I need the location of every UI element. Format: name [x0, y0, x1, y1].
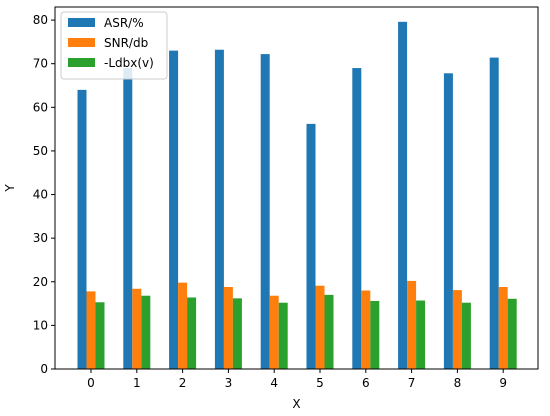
bar-3-6 — [370, 300, 380, 369]
y-axis-title: Y — [3, 184, 17, 193]
x-tick-label: 5 — [316, 376, 324, 390]
bar-3-4 — [278, 302, 288, 369]
bar-1-1 — [123, 68, 133, 369]
legend-label-3: -Ldbx(v) — [104, 56, 154, 70]
bar-2-6 — [361, 290, 371, 369]
bars-layer — [77, 21, 517, 370]
y-tick-label: 60 — [33, 100, 48, 114]
y-tick-label: 0 — [40, 362, 48, 376]
legend-label-1: ASR/% — [104, 16, 144, 30]
x-tick-label: 4 — [270, 376, 278, 390]
x-tick-label: 6 — [362, 376, 370, 390]
bar-2-9 — [498, 287, 508, 369]
x-tick-label: 9 — [499, 376, 507, 390]
x-tick-label: 2 — [179, 376, 187, 390]
bar-3-5 — [324, 294, 334, 369]
plot-frame — [54, 6, 539, 370]
x-tick-label: 1 — [133, 376, 141, 390]
y-axis: 0 10 20 30 40 50 60 70 80 — [33, 13, 55, 376]
legend-swatch-2 — [68, 38, 95, 47]
bar-2-8 — [452, 290, 462, 369]
y-tick-label: 80 — [33, 13, 48, 27]
bar-2-1 — [132, 288, 142, 369]
legend-swatch-1 — [68, 18, 95, 27]
legend: ASR/% SNR/db -Ldbx(v) — [60, 11, 168, 80]
bar-2-7 — [407, 280, 417, 369]
bar-1-2 — [169, 50, 179, 370]
bar-3-9 — [507, 298, 517, 369]
bar-1-9 — [489, 57, 499, 369]
x-tick-label: 0 — [87, 376, 95, 390]
bar-1-7 — [398, 21, 408, 369]
x-tick-label: 3 — [225, 376, 233, 390]
legend-label-2: SNR/db — [104, 36, 148, 50]
y-tick-label: 20 — [33, 275, 48, 289]
y-tick-label: 10 — [33, 318, 48, 332]
bar-3-0 — [95, 302, 105, 369]
bar-3-8 — [461, 302, 471, 369]
x-tick-label: 8 — [454, 376, 462, 390]
y-tick-label: 30 — [33, 231, 48, 245]
bar-1-4 — [260, 54, 270, 370]
legend-swatch-3 — [68, 58, 95, 67]
bar-2-5 — [315, 285, 325, 369]
y-tick-label: 70 — [33, 57, 48, 71]
bar-3-1 — [141, 295, 151, 369]
bar-3-7 — [416, 300, 426, 369]
y-tick-label: 40 — [33, 188, 48, 202]
bar-1-3 — [214, 49, 224, 370]
x-axis: 0 1 2 3 4 5 6 7 8 9 — [87, 369, 507, 390]
bar-3-2 — [187, 297, 197, 369]
bar-2-3 — [223, 287, 233, 369]
x-axis-title: X — [292, 397, 300, 411]
bar-1-8 — [443, 73, 453, 369]
x-tick-label: 7 — [408, 376, 416, 390]
y-tick-label: 50 — [33, 144, 48, 158]
bar-1-5 — [306, 123, 316, 369]
bar-1-6 — [352, 68, 362, 369]
bar-2-2 — [178, 282, 188, 369]
bar-2-4 — [269, 295, 279, 369]
bar-3-3 — [232, 298, 242, 369]
bar-1-0 — [77, 89, 87, 370]
bar-2-0 — [86, 291, 96, 369]
